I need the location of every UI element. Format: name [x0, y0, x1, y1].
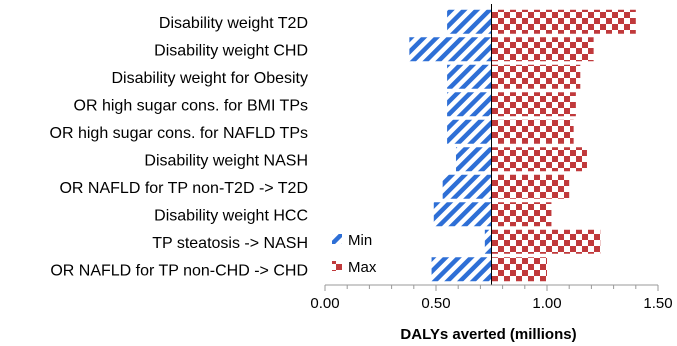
category-label: Disability weight CHD: [154, 42, 308, 59]
x-tick-label: 0.00: [310, 295, 339, 312]
legend: Min Max: [332, 232, 377, 276]
legend-max-swatch: [332, 261, 342, 271]
min-bar: [431, 257, 492, 282]
category-label: OR high sugar cons. for BMI TPs: [74, 97, 308, 114]
category-labels: Disability weight T2D Disability weight C…: [50, 15, 308, 280]
category-label: Disability weight T2D: [159, 15, 308, 32]
x-axis-title: DALYs averted (millions): [400, 326, 576, 343]
x-tick-label: 1.50: [643, 295, 672, 312]
x-tick-label: 0.50: [421, 295, 450, 312]
max-bar: [491, 64, 581, 89]
min-bar: [447, 64, 492, 89]
min-bar: [433, 202, 492, 227]
category-label: OR NAFLD for TP non-CHD -> CHD: [50, 262, 308, 279]
min-bar: [455, 147, 492, 172]
category-label: Disability weight for Obesity: [111, 70, 308, 87]
min-bar: [484, 229, 492, 254]
min-bar: [447, 119, 492, 144]
max-bar: [491, 202, 552, 227]
max-bar: [491, 119, 574, 144]
max-bar: [491, 257, 547, 282]
legend-min-label: Min: [348, 232, 372, 249]
min-bar: [442, 174, 492, 199]
category-label: OR high sugar cons. for NAFLD TPs: [50, 125, 308, 142]
min-bar: [447, 9, 492, 34]
max-bar: [491, 92, 576, 117]
max-bar: [491, 37, 594, 62]
min-bar: [447, 92, 492, 117]
category-label: Disability weight HCC: [154, 207, 308, 224]
bars-layer: [409, 9, 636, 282]
legend-min-swatch: [332, 234, 342, 244]
category-label: OR NAFLD for TP non-T2D -> T2D: [59, 180, 308, 197]
max-bar: [491, 9, 636, 34]
category-label: Disability weight NASH: [144, 152, 308, 169]
max-bar: [491, 229, 601, 254]
min-bar: [409, 37, 492, 62]
category-label: TP steatosis -> NASH: [152, 235, 308, 252]
x-axis-ticks: 0.00 0.50 1.00 1.50: [310, 285, 673, 312]
x-tick-label: 1.00: [532, 295, 561, 312]
max-bar: [491, 174, 570, 199]
legend-max-label: Max: [348, 259, 377, 276]
max-bar: [491, 147, 587, 172]
